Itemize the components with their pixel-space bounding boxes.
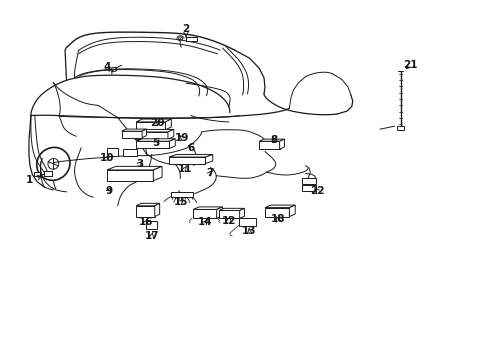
Polygon shape [153,166,162,181]
Polygon shape [122,129,146,131]
Polygon shape [155,203,159,217]
Text: 9: 9 [105,186,112,196]
Text: 22: 22 [310,186,324,197]
Text: 13: 13 [242,226,256,236]
Text: 3: 3 [136,159,143,169]
Bar [107,170,153,181]
Polygon shape [193,207,222,210]
Polygon shape [168,154,212,157]
Bar [43,171,52,176]
Polygon shape [264,205,295,208]
Polygon shape [165,119,171,130]
Text: 4: 4 [103,62,110,72]
Bar [136,206,155,217]
Bar [136,132,167,139]
Bar [302,178,315,184]
Text: 1: 1 [25,175,42,185]
Text: 10: 10 [100,153,114,163]
Bar [264,208,289,217]
Bar [193,210,216,219]
Bar [219,211,239,219]
Text: 8: 8 [269,135,277,145]
Polygon shape [289,205,295,217]
Bar [238,219,255,226]
Text: 7: 7 [206,168,214,178]
Polygon shape [107,166,162,170]
Polygon shape [259,139,284,141]
Polygon shape [167,130,173,139]
Text: 21: 21 [402,60,417,70]
Polygon shape [136,130,173,132]
Text: 18: 18 [270,215,285,224]
Polygon shape [216,207,222,219]
Polygon shape [169,139,175,148]
Bar [185,37,196,41]
Bar [146,221,157,229]
Polygon shape [142,129,146,138]
Bar [259,141,279,149]
Text: 5: 5 [152,139,159,148]
Bar [122,149,137,156]
Text: 15: 15 [174,197,188,207]
Polygon shape [239,208,244,219]
Bar [34,172,40,176]
Polygon shape [279,139,284,149]
Bar [171,192,193,197]
Bar [396,126,404,130]
Text: 14: 14 [198,217,212,227]
Text: 6: 6 [187,143,194,153]
Polygon shape [219,208,244,211]
Text: 20: 20 [150,118,164,128]
Text: 11: 11 [178,163,192,174]
Text: 17: 17 [144,231,159,240]
Bar [302,185,315,192]
Bar [136,141,169,148]
Bar [122,131,142,138]
Bar [136,122,165,130]
Bar [107,148,118,156]
Text: 19: 19 [175,133,189,143]
Polygon shape [136,119,171,122]
Polygon shape [205,154,212,163]
Bar [168,157,205,163]
Text: 12: 12 [221,216,236,226]
Polygon shape [136,139,175,141]
Text: 16: 16 [139,217,153,227]
Text: 2: 2 [182,24,189,37]
Polygon shape [136,203,159,206]
